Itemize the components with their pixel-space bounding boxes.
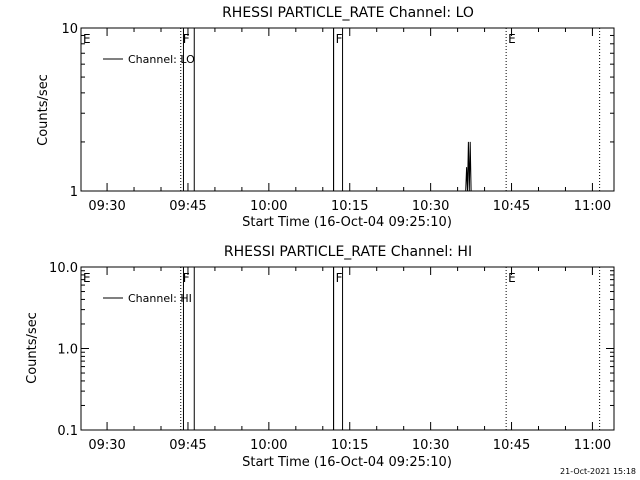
event-marker-label: E	[508, 271, 516, 285]
event-marker-label: E	[83, 271, 91, 285]
event-marker-label: F	[336, 271, 343, 285]
chart-title: RHESSI PARTICLE_RATE Channel: LO	[222, 5, 474, 21]
x-tick-label: 10:00	[250, 438, 287, 453]
y-axis-label: Counts/sec	[36, 74, 51, 146]
x-tick-label: 10:45	[493, 438, 530, 453]
x-tick-label: 09:45	[169, 199, 206, 214]
chart-title: RHESSI PARTICLE_RATE Channel: HI	[224, 244, 472, 260]
x-tick-label: 10:45	[493, 199, 530, 214]
flag-interval	[333, 266, 344, 431]
y-tick-label: 1.0	[57, 343, 78, 358]
x-tick-label: 10:15	[331, 438, 368, 453]
y-tick-label: 10	[61, 22, 78, 37]
footer-timestamp: 21-Oct-2021 15:18	[560, 467, 636, 476]
flag-interval	[333, 27, 344, 192]
event-marker-label: F	[183, 32, 190, 46]
x-tick-label: 09:30	[88, 438, 125, 453]
x-tick-label: 10:30	[412, 438, 449, 453]
y-tick-label: 0.1	[57, 424, 78, 439]
event-marker-label: F	[183, 271, 190, 285]
legend-label: Channel: HI	[128, 292, 192, 305]
lo-channel-panel: RHESSI PARTICLE_RATE Channel: LO Counts/…	[36, 5, 615, 230]
flag-interval	[182, 27, 195, 192]
x-tick-label: 09:30	[88, 199, 125, 214]
dynamic-layer: 09:30 09:45 10:00 10:15 10:30 10:45 11:00 1 10 E F…	[61, 22, 614, 214]
y-tick-label: 1	[70, 185, 78, 200]
x-axis-label: Start Time (16-Oct-04 09:25:10)	[242, 455, 452, 470]
y-axis-label: Counts/sec	[25, 312, 40, 384]
series-line	[465, 141, 472, 192]
hi-channel-panel: RHESSI PARTICLE_RATE Channel: HI Counts/…	[25, 244, 615, 470]
x-tick-label: 10:30	[412, 199, 449, 214]
dynamic-layer: 09:30 09:45 10:00 10:15 10:30 10:45 11:00 0.1 1.…	[49, 261, 614, 453]
legend-label: Channel: LO	[128, 53, 195, 66]
x-tick-label: 10:15	[331, 199, 368, 214]
flag-interval	[182, 266, 195, 431]
x-tick-label: 10:00	[250, 199, 287, 214]
event-marker-label: F	[336, 32, 343, 46]
event-marker-label: E	[83, 32, 91, 46]
x-tick-label: 11:00	[574, 438, 611, 453]
y-tick-label: 10.0	[49, 261, 78, 276]
x-tick-label: 11:00	[574, 199, 611, 214]
x-axis-label: Start Time (16-Oct-04 09:25:10)	[242, 215, 452, 230]
event-marker-label: E	[508, 32, 516, 46]
x-tick-label: 09:45	[169, 438, 206, 453]
